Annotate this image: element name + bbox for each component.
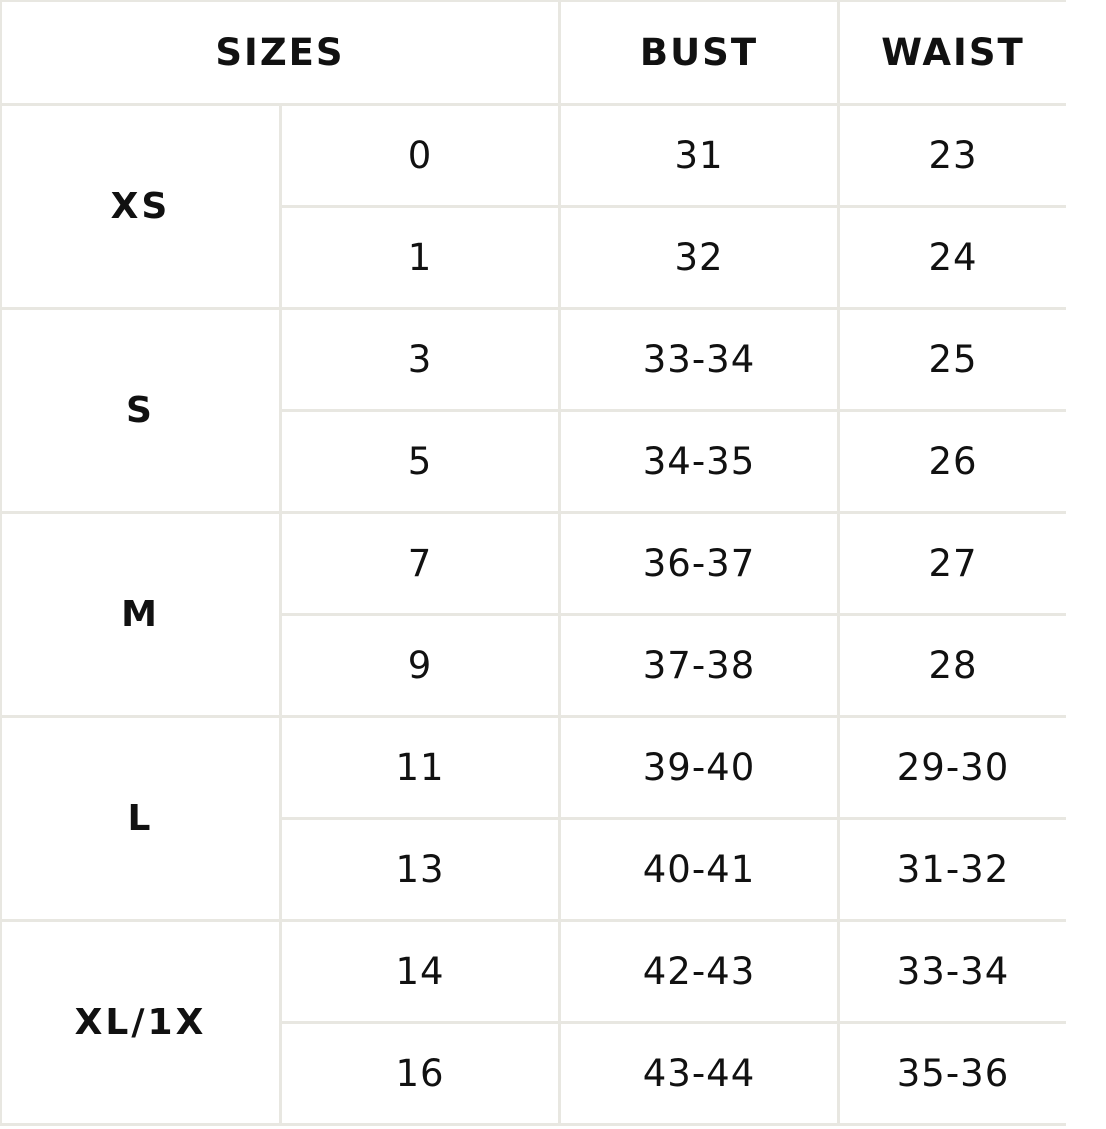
numeric-size-cell: 11 [282,718,558,817]
bust-cell: 43-44 [561,1024,837,1123]
bust-cell: 33-34 [561,310,837,409]
bust-cell: 40-41 [561,820,837,919]
numeric-size-cell: 1 [282,208,558,307]
numeric-size-cell: 7 [282,514,558,613]
size-group-label: XS [2,106,279,307]
numeric-size-cell: 13 [282,820,558,919]
bust-cell: 42-43 [561,922,837,1021]
bust-cell: 34-35 [561,412,837,511]
waist-cell: 33-34 [840,922,1066,1021]
header-waist: WAIST [840,2,1066,103]
waist-cell: 27 [840,514,1066,613]
bust-cell: 36-37 [561,514,837,613]
bust-cell: 32 [561,208,837,307]
numeric-size-cell: 16 [282,1024,558,1123]
waist-cell: 24 [840,208,1066,307]
waist-cell: 26 [840,412,1066,511]
bust-cell: 37-38 [561,616,837,715]
waist-cell: 28 [840,616,1066,715]
size-group-label: XL/1X [2,922,279,1123]
waist-cell: 29-30 [840,718,1066,817]
waist-cell: 23 [840,106,1066,205]
header-bust: BUST [561,2,837,103]
numeric-size-cell: 3 [282,310,558,409]
numeric-size-cell: 0 [282,106,558,205]
size-group-label: L [2,718,279,919]
numeric-size-cell: 5 [282,412,558,511]
numeric-size-cell: 14 [282,922,558,1021]
size-group-label: M [2,514,279,715]
bust-cell: 39-40 [561,718,837,817]
waist-cell: 31-32 [840,820,1066,919]
bust-cell: 31 [561,106,837,205]
waist-cell: 35-36 [840,1024,1066,1123]
numeric-size-cell: 9 [282,616,558,715]
size-chart-table: SIZES BUST WAIST XS 0 31 23 1 32 24 S 3 33-34 25 5 3… [0,0,1066,1126]
waist-cell: 25 [840,310,1066,409]
size-group-label: S [2,310,279,511]
header-sizes: SIZES [2,2,558,103]
